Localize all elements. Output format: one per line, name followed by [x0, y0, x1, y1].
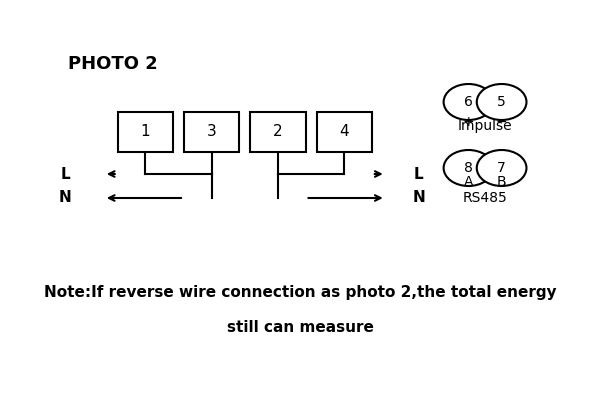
Text: −: −	[496, 115, 508, 129]
Text: RS485: RS485	[463, 191, 508, 205]
Text: 7: 7	[497, 161, 506, 175]
Text: 1: 1	[140, 124, 150, 140]
Text: 4: 4	[340, 124, 349, 140]
Text: 8: 8	[464, 161, 473, 175]
FancyBboxPatch shape	[184, 112, 239, 152]
Text: 6: 6	[464, 95, 473, 109]
Text: 3: 3	[207, 124, 217, 140]
Circle shape	[477, 84, 526, 120]
Text: L: L	[61, 166, 70, 182]
Circle shape	[443, 84, 493, 120]
Text: A: A	[464, 175, 473, 189]
Text: 5: 5	[497, 95, 506, 109]
Text: B: B	[497, 175, 506, 189]
Circle shape	[443, 150, 493, 186]
FancyBboxPatch shape	[118, 112, 173, 152]
Circle shape	[477, 150, 526, 186]
Text: +: +	[463, 115, 474, 129]
Text: still can measure: still can measure	[227, 320, 373, 336]
FancyBboxPatch shape	[317, 112, 372, 152]
Text: L: L	[414, 166, 424, 182]
FancyBboxPatch shape	[250, 112, 305, 152]
Text: Impulse: Impulse	[458, 119, 512, 133]
Text: PHOTO 2: PHOTO 2	[68, 55, 158, 73]
Text: N: N	[412, 190, 425, 206]
Text: Note:If reverse wire connection as photo 2,the total energy: Note:If reverse wire connection as photo…	[44, 284, 556, 300]
Text: N: N	[59, 190, 71, 206]
Text: 2: 2	[273, 124, 283, 140]
